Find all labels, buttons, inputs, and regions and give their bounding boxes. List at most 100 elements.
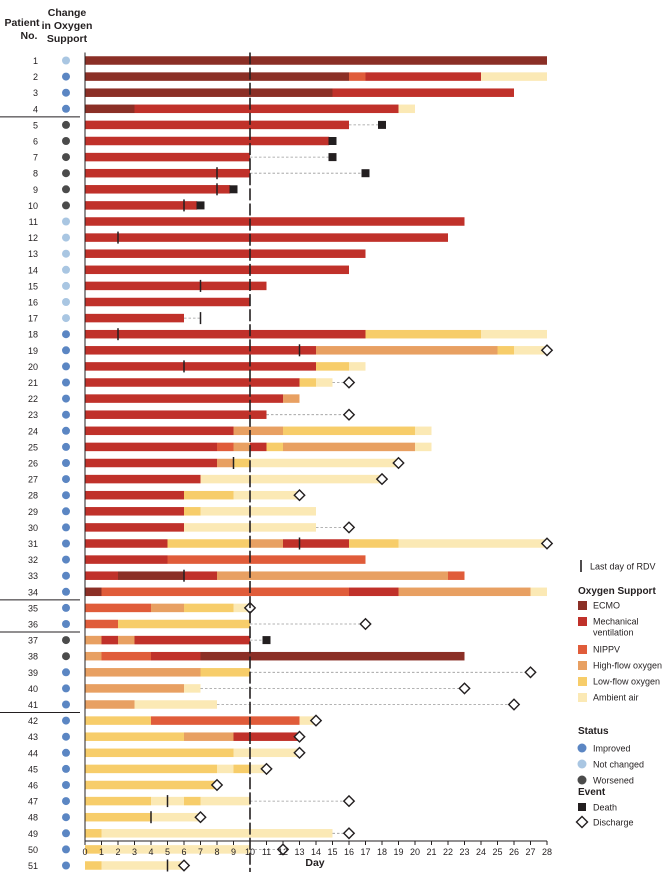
x-tick-label: 5 [165,847,170,857]
patient-row: 19 [28,344,554,357]
patient-number: 1 [33,56,38,66]
patient-row: 33 [28,569,465,582]
bar-segment-lfo [184,490,234,500]
bar-segment-mv [134,104,399,114]
x-tick-label: 8 [214,847,219,857]
status-dot [62,555,70,564]
legend-event-label: Discharge [593,818,634,828]
death-marker [378,120,386,129]
status-dot [62,797,70,806]
patient-row: 34 [28,587,547,597]
patient-number: 46 [28,781,38,791]
patient-number: 27 [28,475,38,485]
patient-row: 16 [28,298,250,308]
bar-segment-mv [233,732,300,741]
bar-segment-lfo [85,748,234,758]
legend-status-label: Worsened [593,776,634,786]
status-dot [62,620,70,628]
discharge-marker [276,843,290,856]
status-dot [62,652,70,661]
patient-number: 16 [28,298,38,308]
x-tick-label: 18 [377,847,387,857]
status-dot [62,56,70,65]
bar-segment-mv [85,426,234,436]
bar-segment-lfo [365,329,481,339]
patient-row: 13 [28,249,366,259]
patient-row: 30 [28,521,356,534]
legend-status-label: Improved [593,744,631,754]
x-tick-label: 15 [327,847,337,857]
discharge-marker [342,408,356,421]
status-dot [62,362,70,371]
bar-segment-mv [250,442,267,452]
legend-label-lfo: Low-flow oxygen [593,677,660,687]
status-dot [62,813,70,822]
patient-number: 5 [33,120,38,130]
bar-segment-nippv [85,619,118,629]
status-dot [62,137,70,145]
patient-row: 32 [28,555,366,565]
patient-number: 25 [28,442,38,452]
patient-number: 6 [33,137,38,147]
bar-segment-mv [85,265,349,275]
bar-segment-lfo [85,764,217,774]
status-dot [62,265,70,274]
legend-event-title: Event [578,787,606,798]
discharge-marker [210,778,224,792]
patient-number: 10 [28,201,38,211]
bar-segment-lfo [283,426,415,436]
legend-status-dot-improved [577,743,587,753]
x-tick-label: 0 [82,847,87,857]
bar-segment-air [316,378,333,387]
status-dot [62,201,70,210]
patient-number: 31 [28,539,38,549]
bar-segment-mv [134,635,250,645]
x-tick-label: 20 [410,847,420,857]
death-marker [196,201,205,210]
patient-row: 18 [28,328,547,341]
patient-number: 33 [28,571,38,581]
patient-number: 3 [33,88,38,98]
discharge-marker [342,794,356,808]
x-tick-label: 12 [278,847,288,857]
status-dot [62,185,70,194]
status-dot [62,153,70,162]
x-axis-label: Day [305,857,324,869]
patient-number: 18 [28,330,38,340]
patient-number: 40 [28,684,38,694]
bar-segment-nippv [448,571,465,580]
patient-row: 38 [28,652,465,662]
bar-segment-ecmo [85,56,547,65]
patient-number: 8 [33,169,38,179]
bar-segment-air [415,442,432,452]
patient-row: 6 [33,137,337,147]
bar-segment-mv [85,458,217,468]
patient-row: 39 [28,666,537,679]
bar-segment-mv [85,217,465,226]
patient-number: 2 [33,72,38,82]
patient-row: 42 [28,714,323,727]
bar-segment-mv [332,88,514,97]
legend-label-hfo: High-flow oxygen [593,661,662,671]
status-dot [62,491,70,500]
discharge-marker [392,456,405,470]
patient-number: 38 [28,652,38,662]
legend-swatch-hfo [578,661,587,670]
bar-segment-air [200,796,250,806]
bar-segment-mv [85,507,184,516]
x-tick-label: 7 [198,847,203,857]
death-marker [361,169,370,178]
status-dot [62,748,70,757]
patient-row: 1 [33,56,547,66]
x-tick-label: 14 [311,847,321,857]
legend-event-label: Death [593,803,617,813]
bar-segment-air [101,861,184,870]
patient-number: 15 [28,281,38,291]
patient-row: 2 [33,72,547,82]
bar-segment-hfo [217,458,234,468]
status-dot [62,346,70,355]
status-dot [62,378,70,387]
bar-segment-hfo [283,442,415,452]
patient-row: 44 [28,746,306,759]
bar-segment-nippv [167,555,366,564]
